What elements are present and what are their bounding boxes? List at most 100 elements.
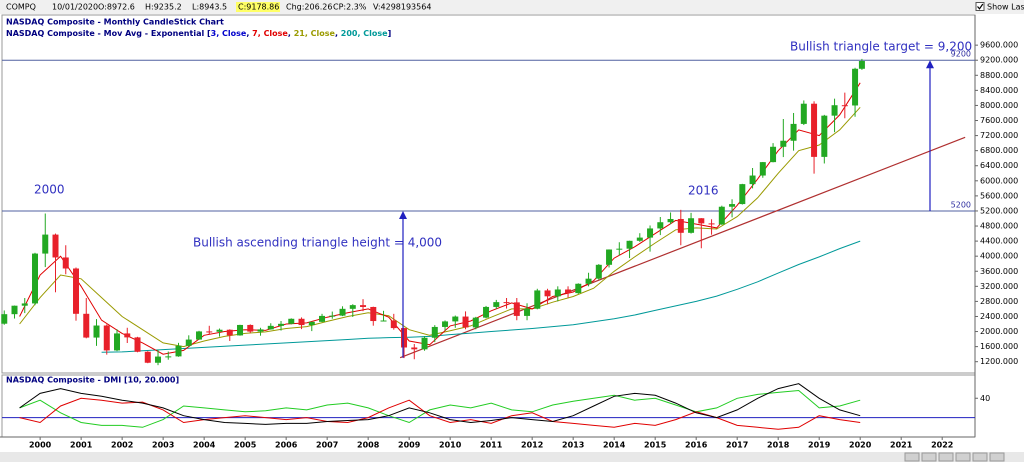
y-tick-label: 9600.000 [980, 41, 1018, 50]
scroll-button[interactable] [921, 452, 937, 462]
y-tick-label: 6000.000 [980, 176, 1018, 185]
candle-body [770, 146, 777, 163]
candle-body [544, 290, 551, 297]
annotation: 2016 [688, 184, 719, 198]
candle-body [493, 302, 500, 307]
low: L:8943.5 [192, 3, 227, 12]
x-tick-label: 2009 [398, 441, 421, 450]
annotation: 2000 [34, 183, 65, 197]
candle-body [858, 61, 865, 69]
dmi-title: NASDAQ Composite - DMI [10, 20.000] [6, 376, 179, 385]
candle-body [841, 105, 848, 107]
legend-title: NASDAQ Composite - Mov Avg - Exponential… [6, 29, 211, 38]
candle-body [11, 305, 18, 315]
candle-body [503, 302, 510, 304]
y-tick-label: 3200.000 [980, 282, 1018, 291]
x-tick-label: 2022 [931, 441, 953, 450]
volume: V:4298193564 [373, 3, 431, 12]
candle-body [144, 351, 151, 363]
price-title: NASDAQ Composite - Monthly CandleStick C… [6, 18, 224, 27]
y-tick-label: 7600.000 [980, 116, 1018, 125]
candle-body [360, 305, 367, 307]
candle-body [698, 218, 705, 224]
y-tick-label: 6400.000 [980, 161, 1018, 170]
candle-body [524, 308, 531, 316]
scroll-button[interactable] [972, 452, 988, 462]
trendline [399, 136, 966, 359]
y-tick-label: 8000.000 [980, 101, 1018, 110]
x-tick-label: 2015 [644, 441, 667, 450]
legend-separator: , [288, 29, 294, 38]
x-tick-label: 2011 [480, 441, 503, 450]
candle-body [185, 339, 192, 346]
candle-body [288, 318, 295, 324]
candle-body [554, 289, 561, 297]
candle-body [483, 306, 490, 318]
candle-body [739, 184, 746, 205]
scroll-button[interactable] [938, 452, 954, 462]
dmi-panel [1, 374, 976, 438]
candle-body [513, 302, 520, 316]
candle-body [319, 315, 326, 322]
scroll-button[interactable] [955, 452, 971, 462]
candle-body [390, 320, 397, 329]
candle-body [606, 249, 613, 265]
y-tick-label: 2400.000 [980, 312, 1018, 321]
candle-body [647, 228, 654, 238]
x-tick-label: 2020 [849, 441, 872, 450]
candle-body [62, 257, 69, 269]
legend-item: 7, Close [252, 29, 288, 38]
scrollbar[interactable] [0, 452, 1024, 462]
candle-body [749, 175, 756, 185]
candle-body [32, 253, 39, 304]
candle-body [616, 248, 623, 250]
candle-body [421, 337, 428, 350]
symbol: COMPQ [6, 3, 36, 12]
x-tick-label: 2005 [234, 441, 257, 450]
candle-body [83, 313, 90, 338]
candle-body [718, 206, 725, 225]
x-tick-label: 2017 [726, 441, 748, 450]
candle-body [595, 264, 602, 279]
candle-body [729, 204, 736, 207]
ma-legend: NASDAQ Composite - Mov Avg - Exponential… [6, 29, 391, 38]
candle-body [349, 305, 356, 309]
candle-body [831, 105, 838, 116]
candle-body [565, 289, 572, 294]
candle-body [452, 316, 459, 322]
x-tick-label: 2010 [439, 441, 462, 450]
candle-body [688, 218, 695, 233]
x-tick-label: 2014 [603, 441, 626, 450]
candle-body [759, 162, 766, 176]
y-tick-label: 2000.000 [980, 327, 1018, 336]
moving-average [101, 240, 861, 353]
scroll-button[interactable] [904, 452, 920, 462]
candle-body [226, 329, 233, 336]
candle-body [247, 324, 254, 332]
show-last-checkbox[interactable] [975, 2, 985, 11]
close-highlight [236, 2, 280, 12]
candle-body [175, 345, 182, 357]
candle-body [534, 290, 541, 309]
x-tick-label: 2013 [562, 441, 584, 450]
candle-body [790, 123, 797, 141]
legend-item: 200, Close [341, 29, 388, 38]
candle-body [667, 218, 674, 223]
arrow-head [926, 60, 934, 69]
candle-body [114, 333, 121, 351]
y-tick-label: 4400.000 [980, 237, 1018, 246]
candle-body [155, 356, 162, 363]
candle-body [267, 325, 274, 330]
scroll-button[interactable] [989, 452, 1005, 462]
candle-body [657, 222, 664, 229]
candle-body [575, 283, 582, 294]
annotation: Bullish ascending triangle height = 4,00… [193, 236, 442, 250]
change: Chg:206.26 [286, 3, 332, 12]
close: C:9178.86 [238, 3, 279, 12]
show-last-label[interactable]: Show Last [987, 3, 1024, 12]
x-tick-label: 2004 [193, 441, 216, 450]
legend-separator: , [335, 29, 341, 38]
candle-body [380, 320, 387, 322]
candle-body [298, 318, 305, 326]
